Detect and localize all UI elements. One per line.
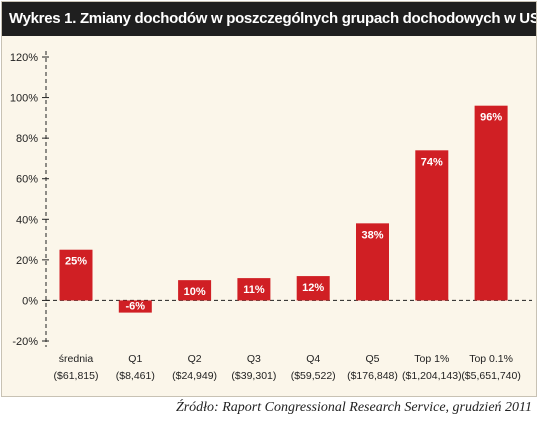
bar-value-label: 12% [302,282,324,294]
y-tick-label: -20% [12,336,38,348]
bar [296,276,330,301]
y-tick-label: 100% [10,93,38,105]
category-label: Q2 [188,353,202,365]
category-label: Q4 [306,353,320,365]
chart-panel: Wykres 1. Zmiany dochodów w poszczególny… [1,1,537,397]
category-label: średnia [59,353,94,365]
category-sublabel: ($5,651,740) [461,370,521,382]
bar [415,150,449,301]
category-sublabel: ($8,461) [116,370,155,382]
y-tick-label: 60% [16,174,38,186]
y-tick-label: 120% [10,52,38,64]
y-tick-label: 0% [22,295,38,307]
bar-value-label: 11% [243,284,265,296]
y-tick-label: 40% [16,214,38,226]
category-label: Q1 [128,353,142,365]
bar-value-label: 38% [361,229,383,241]
bar [59,249,93,301]
category-sublabel: ($59,522) [291,370,336,382]
bar-value-label: 25% [65,256,87,268]
source-note: Źródło: Raport Congressional Research Se… [175,400,532,415]
bar [237,278,271,301]
bar [356,223,389,301]
bar [118,300,152,313]
chart-header: Wykres 1. Zmiany dochodów w poszczególny… [2,2,537,36]
category-sublabel: ($39,301) [231,370,276,382]
category-label: Top 1% [414,353,449,365]
category-label: Q3 [247,353,261,365]
category-label: Q5 [365,353,379,365]
bar-chart: -20% 0% 20% 40% 60% 80% 100% 120% 25% średnia ($61… [10,51,532,382]
bar-value-label: 96% [480,112,502,124]
category-sublabel: ($1,204,143) [402,370,462,382]
bar [178,280,212,301]
category-sublabel: ($24,949) [172,370,217,382]
bar [474,105,508,301]
category-sublabel: ($61,815) [54,370,99,382]
bar-value-label: 10% [184,286,206,298]
chart-title: Wykres 1. Zmiany dochodów w poszczególny… [9,10,537,27]
y-tick-label: 80% [16,133,38,145]
category-sublabel: ($176,848) [347,370,398,382]
y-tick-label: 20% [16,255,38,267]
category-label: Top 0.1% [469,353,513,365]
bar-value-label: 74% [421,156,443,168]
bar-value-label: -6% [126,301,146,313]
